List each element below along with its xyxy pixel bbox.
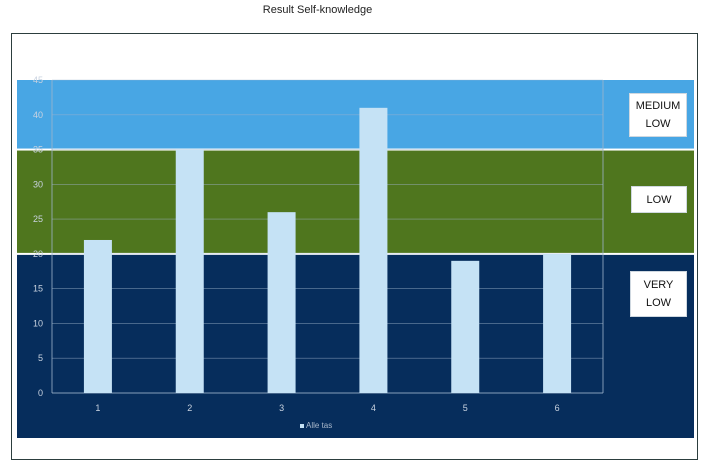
y-tick-label-3: 15: [33, 284, 43, 294]
zone-label-medium-low-line2: LOW: [645, 118, 671, 130]
band-1: [17, 149, 694, 254]
x-tick-label-6: 6: [555, 403, 560, 413]
y-tick-label-4: 20: [33, 249, 43, 259]
band-0: [17, 253, 694, 438]
zone-label-low: LOW: [631, 186, 687, 213]
chart-title: Result Self-knowledge: [262, 4, 373, 16]
x-tick-label-2: 2: [187, 403, 192, 413]
x-tick-label-3: 3: [279, 403, 284, 413]
bar-6: [543, 253, 572, 393]
bar-5: [451, 260, 480, 393]
y-tick-label-7: 35: [33, 145, 43, 155]
bar-1: [83, 239, 112, 393]
zone-label-very-low-line1: VERY: [643, 279, 674, 291]
y-tick-label-8: 40: [33, 110, 43, 120]
bar-3: [267, 212, 296, 393]
y-tick-label-5: 25: [33, 214, 43, 224]
zone-label-medium-low-line1: MEDIUM: [635, 100, 681, 112]
legend-label: Alle tas: [306, 421, 333, 430]
bar-4: [359, 107, 388, 394]
legend-swatch: [300, 423, 304, 428]
x-tick-label-1: 1: [95, 403, 100, 413]
x-tick-label-5: 5: [463, 403, 468, 413]
x-tick-label-4: 4: [371, 403, 376, 413]
y-tick-label-2: 10: [33, 318, 43, 328]
legend: Alle tas: [300, 421, 332, 430]
y-tick-label-9: 45: [33, 75, 43, 85]
zone-label-very-low-line2: LOW: [645, 297, 672, 309]
zone-label-low-line1: LOW: [646, 193, 672, 206]
zone-label-very-low: VERY LOW: [630, 271, 687, 317]
y-tick-label-1: 5: [38, 353, 43, 363]
y-tick-label-0: 0: [38, 388, 43, 398]
y-tick-label-6: 30: [33, 179, 43, 189]
bar-2: [175, 149, 204, 393]
zone-label-medium-low: MEDIUM LOW: [629, 93, 687, 137]
